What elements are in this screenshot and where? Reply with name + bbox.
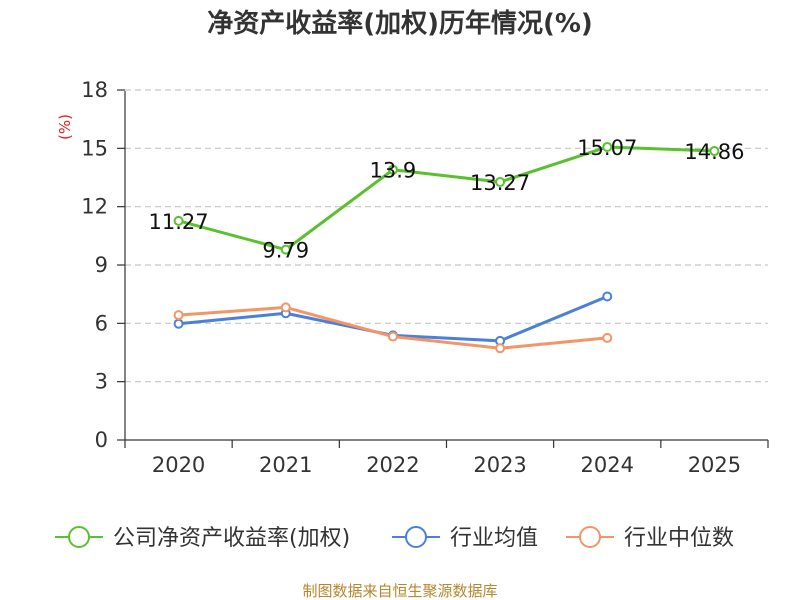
- data-point: [602, 291, 613, 302]
- data-point: [387, 164, 398, 175]
- data-point: [280, 244, 291, 255]
- data-point: [173, 318, 184, 329]
- legend-marker: [579, 526, 601, 548]
- data-point: [387, 331, 398, 342]
- data-label: 9.79: [262, 239, 309, 263]
- data-label: 13.9: [370, 159, 417, 183]
- data-point: [602, 141, 613, 152]
- data-point: [173, 310, 184, 321]
- axes: 0 3 6 9 12 15 18 2020 2021 2022 2023 2024 2025: [81, 78, 769, 477]
- data-point: [495, 176, 506, 187]
- series-line: [178, 305, 608, 350]
- y-tick-label: 6: [95, 311, 108, 335]
- y-tick-label: 0: [95, 428, 108, 452]
- data-label: 11.27: [149, 210, 209, 234]
- source-note: 制图数据来自恒生聚源数据库: [302, 582, 497, 600]
- x-tick-label: 2023: [473, 453, 526, 477]
- y-tick-label: 18: [81, 78, 108, 102]
- x-tick-label: 2024: [581, 453, 634, 477]
- x-tick-label: 2020: [152, 453, 205, 477]
- chart-title: 净资产收益率(加权)历年情况(%): [207, 8, 593, 39]
- x-tick-label: 2021: [259, 453, 312, 477]
- data-label: 13.27: [470, 171, 530, 195]
- data-point: [602, 332, 613, 343]
- data-point: [709, 146, 720, 157]
- legend-label: 行业中位数: [624, 526, 734, 551]
- data-point: [280, 302, 291, 313]
- series-layer: [173, 141, 720, 354]
- legend: 公司净资产收益率(加权) 行业均值 行业中位数: [55, 526, 734, 551]
- y-tick-label: 3: [95, 370, 108, 394]
- y-tick-label: 12: [81, 195, 108, 219]
- x-tick-label: 2022: [366, 453, 419, 477]
- legend-label: 行业均值: [450, 526, 538, 551]
- data-point: [495, 343, 506, 354]
- y-tick-label: 9: [95, 253, 108, 277]
- y-tick-label: 15: [81, 136, 108, 160]
- series-line: [178, 145, 715, 252]
- legend-label: 公司净资产收益率(加权): [113, 526, 350, 551]
- legend-marker: [68, 526, 90, 548]
- y-axis-label: (%): [56, 114, 74, 140]
- data-point: [173, 215, 184, 226]
- x-tick-label: 2025: [688, 453, 741, 477]
- legend-marker: [405, 526, 427, 548]
- data-label: 15.07: [577, 136, 637, 160]
- data-label: 14.86: [684, 140, 744, 164]
- data-labels: 11.27 9.79 13.9 13.27 15.07 14.86: [149, 136, 745, 263]
